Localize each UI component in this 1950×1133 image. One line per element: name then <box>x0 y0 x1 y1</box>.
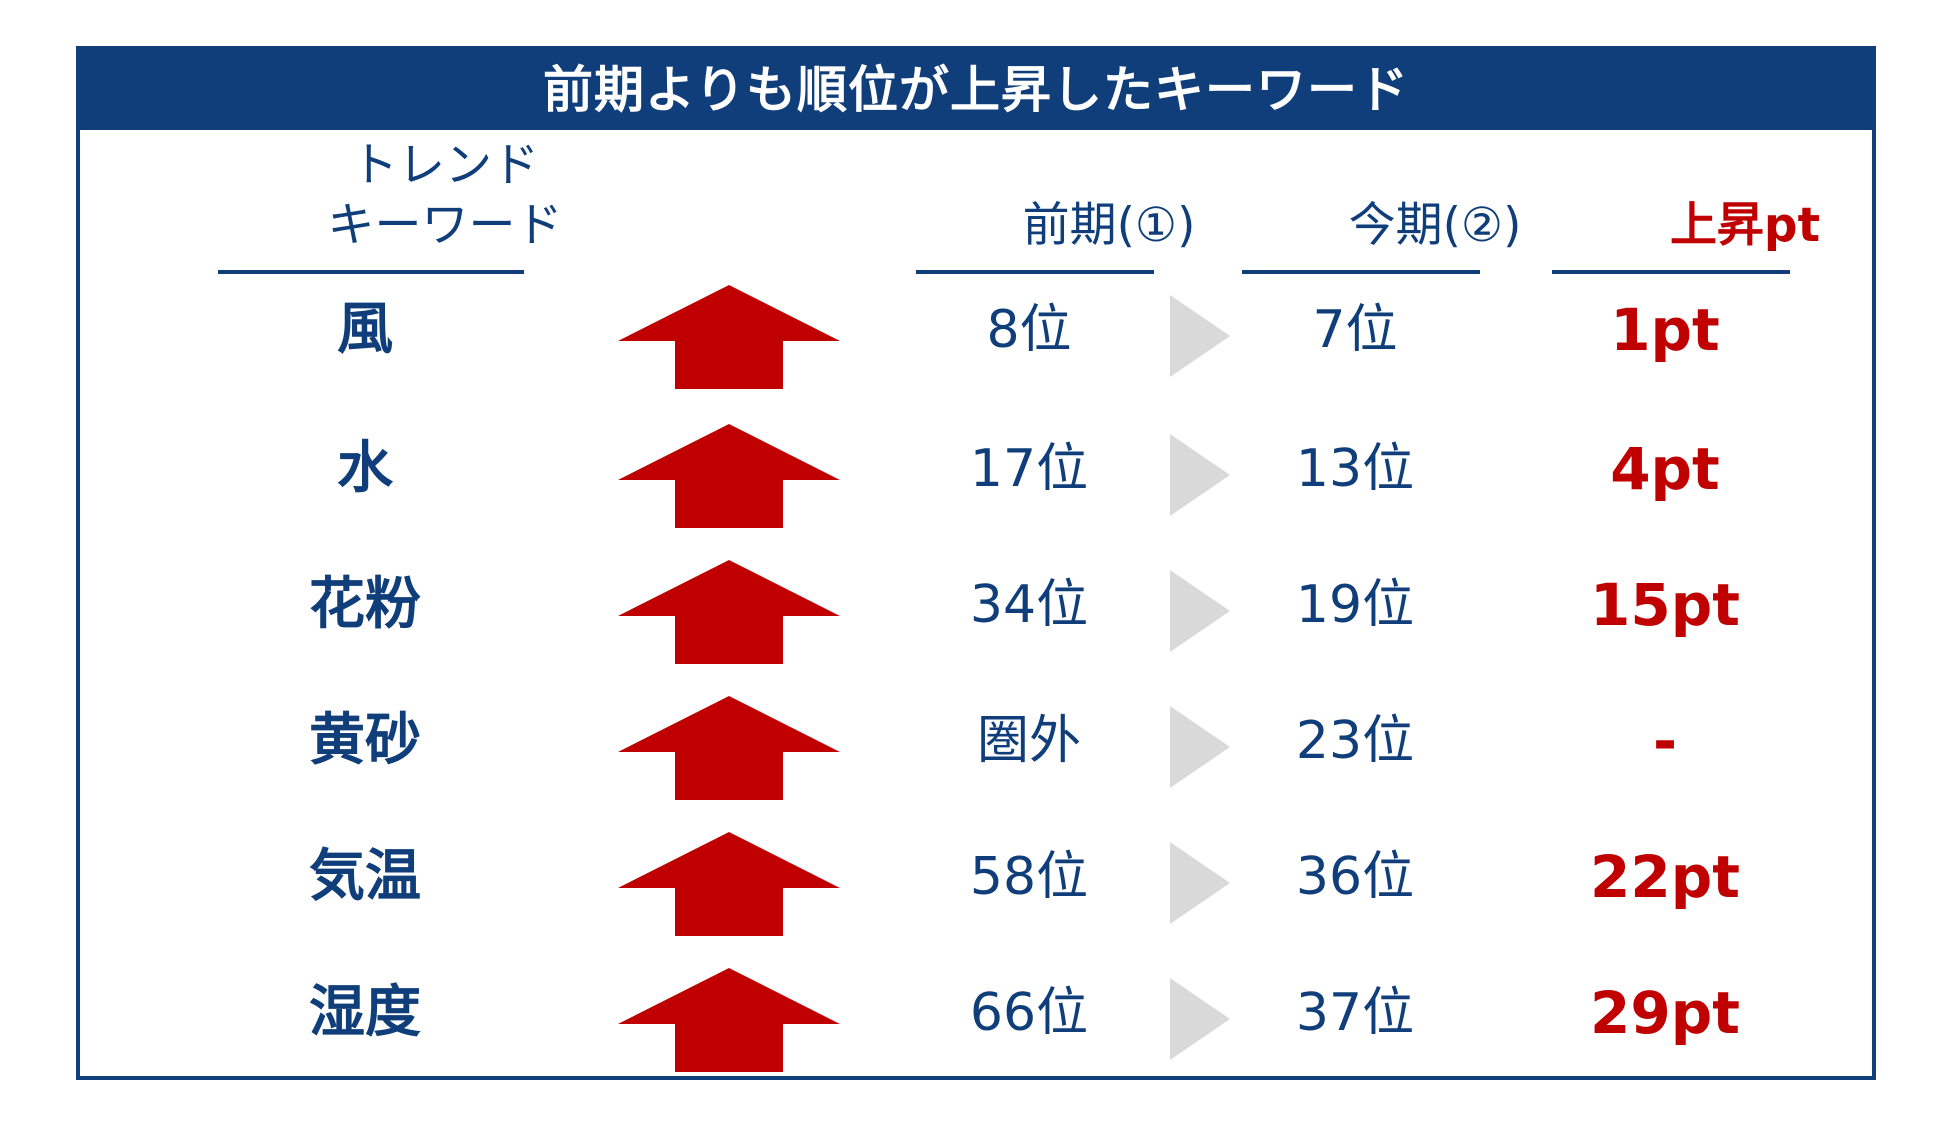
up-arrow-icon <box>618 424 840 528</box>
rise-points-cell: 22pt <box>1590 843 1740 911</box>
play-triangle-icon <box>1170 295 1230 377</box>
play-triangle-icon <box>1170 706 1230 788</box>
header-divider <box>1552 270 1790 274</box>
previous-rank-cell: 34位 <box>969 575 1089 635</box>
rise-points-cell: 4pt <box>1610 435 1720 503</box>
header-divider <box>1242 270 1480 274</box>
previous-rank-cell: 66位 <box>969 983 1089 1043</box>
previous-rank-cell: 58位 <box>969 847 1089 907</box>
table-row: 水 17位 13位 4pt <box>0 414 1950 528</box>
page-title: 前期よりも順位が上昇したキーワード <box>80 50 1872 130</box>
previous-rank-cell: 17位 <box>969 439 1089 499</box>
current-rank-cell: 23位 <box>1295 711 1415 771</box>
up-arrow-icon <box>618 696 840 800</box>
up-arrow-icon <box>618 968 840 1072</box>
play-triangle-icon <box>1170 434 1230 516</box>
up-arrow-icon <box>618 560 840 664</box>
keyword-cell: 黄砂 <box>309 708 421 773</box>
keyword-cell: 水 <box>337 436 393 501</box>
current-rank-cell: 37位 <box>1295 983 1415 1043</box>
rise-points-cell: 15pt <box>1590 571 1740 639</box>
up-arrow-icon <box>618 832 840 936</box>
header-keyword-line2: キーワード <box>327 198 563 253</box>
header-current: 今期(②) <box>1348 198 1522 253</box>
table-row: 風 8位 7位 1pt <box>0 275 1950 389</box>
keyword-cell: 花粉 <box>309 572 421 637</box>
table-row: 花粉 34位 19位 15pt <box>0 550 1950 664</box>
header-divider <box>916 270 1154 274</box>
header-divider <box>218 270 524 274</box>
keyword-ranking-panel: 前期よりも順位が上昇したキーワード トレンド キーワード 前期(①) 今期(②)… <box>76 46 1876 1080</box>
play-triangle-icon <box>1170 978 1230 1060</box>
play-triangle-icon <box>1170 570 1230 652</box>
previous-rank-cell: 8位 <box>986 300 1072 360</box>
previous-rank-cell: 圏外 <box>976 711 1081 771</box>
rise-points-cell: 29pt <box>1590 979 1740 1047</box>
up-arrow-icon <box>618 285 840 389</box>
play-triangle-icon <box>1170 842 1230 924</box>
current-rank-cell: 7位 <box>1312 300 1398 360</box>
table-row: 黄砂 圏外 23位 - <box>0 686 1950 800</box>
keyword-cell: 気温 <box>309 844 421 909</box>
keyword-cell: 湿度 <box>309 980 421 1045</box>
table-row: 気温 58位 36位 22pt <box>0 822 1950 936</box>
keyword-cell: 風 <box>337 297 393 362</box>
current-rank-cell: 36位 <box>1295 847 1415 907</box>
header-keyword-line1: トレンド <box>351 138 539 193</box>
current-rank-cell: 19位 <box>1295 575 1415 635</box>
rise-points-cell: - <box>1652 707 1678 775</box>
header-keyword: トレンド キーワード <box>292 136 598 256</box>
table-row: 湿度 66位 37位 29pt <box>0 958 1950 1072</box>
header-rise: 上昇pt <box>1669 198 1821 253</box>
header-previous: 前期(①) <box>1022 198 1196 253</box>
rise-points-cell: 1pt <box>1610 296 1720 364</box>
current-rank-cell: 13位 <box>1295 439 1415 499</box>
